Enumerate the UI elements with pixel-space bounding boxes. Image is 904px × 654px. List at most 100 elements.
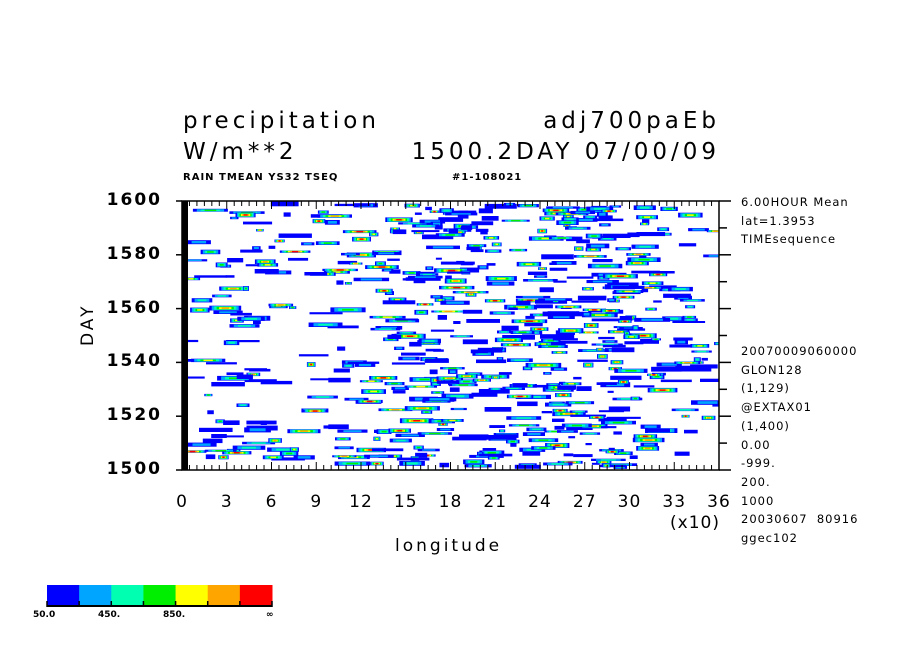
precip-level-0	[477, 347, 503, 353]
precip-cell	[192, 208, 228, 212]
precip-level-4	[541, 237, 551, 240]
precip-level-5	[615, 361, 619, 363]
precip-cell	[436, 428, 455, 431]
precip-cell	[609, 205, 622, 208]
precip-cell	[317, 214, 352, 218]
precip-cell	[583, 323, 599, 328]
precip-cell	[576, 239, 590, 244]
precip-level-0	[557, 386, 576, 390]
precip-cell	[668, 286, 693, 292]
precip-level-2	[688, 306, 693, 308]
precip-level-1	[424, 220, 440, 223]
precip-cell	[565, 226, 591, 230]
precip-level-1	[384, 269, 392, 272]
precip-level-4	[495, 243, 499, 246]
precip-cell	[463, 459, 485, 465]
precip-level-0	[249, 368, 271, 372]
precip-level-1	[552, 206, 573, 209]
precip-cell	[417, 448, 440, 452]
precip-cell	[541, 338, 561, 343]
precip-cell	[440, 367, 465, 370]
precip-level-0	[337, 260, 358, 265]
precip-level-1	[641, 318, 663, 321]
precip-level-0	[517, 401, 538, 407]
precip-cell	[466, 247, 480, 251]
precip-level-6	[312, 410, 318, 412]
precip-cell	[433, 349, 444, 352]
precip-cell	[334, 203, 371, 207]
precip-cell	[598, 336, 615, 340]
precip-cell	[591, 318, 621, 322]
precip-cell	[561, 340, 588, 344]
precip-level-5	[418, 407, 427, 409]
precip-cell	[542, 208, 570, 213]
x-tick-label: 0	[176, 492, 188, 512]
precip-cell	[289, 306, 297, 309]
precip-level-0	[541, 254, 574, 260]
precip-cell	[574, 246, 584, 251]
precip-cell	[336, 280, 344, 285]
precip-cell	[480, 230, 488, 235]
precip-level-2	[242, 446, 256, 449]
precip-cell	[240, 249, 263, 253]
precip-level-2	[675, 288, 686, 290]
precip-level-4	[644, 216, 651, 218]
precip-cell	[636, 446, 660, 451]
precip-level-5	[354, 262, 358, 265]
precip-level-0	[438, 217, 464, 222]
precip-cell	[502, 335, 535, 340]
precip-cell	[438, 423, 448, 426]
precip-cell	[681, 366, 712, 372]
precip-cell	[370, 327, 401, 331]
precip-level-2	[492, 388, 499, 390]
precip-level-0	[598, 410, 624, 413]
precip-level-0	[512, 383, 528, 388]
precip-level-2	[603, 237, 612, 240]
precip-cell	[553, 280, 567, 283]
precip-level-0	[627, 232, 640, 238]
precip-cell	[629, 333, 657, 339]
precip-level-0	[552, 338, 578, 341]
precip-level-4	[649, 282, 656, 284]
precip-level-2	[472, 465, 484, 467]
precip-level-0	[502, 335, 535, 340]
x-tick-label: 33	[662, 492, 687, 512]
precip-cell	[608, 330, 630, 334]
precip-cell	[440, 300, 470, 305]
precip-cell	[487, 456, 500, 460]
precip-cell	[346, 252, 376, 258]
precip-field	[173, 201, 732, 469]
precip-level-5	[587, 364, 590, 366]
precip-level-1	[506, 203, 513, 206]
precip-cell	[587, 263, 623, 269]
precip-cell	[674, 361, 701, 365]
precip-level-3	[581, 208, 587, 211]
precip-level-4	[629, 336, 634, 338]
precip-level-1	[358, 363, 372, 367]
precip-cell	[496, 357, 504, 360]
precip-cell	[576, 207, 591, 212]
precip-cell	[394, 346, 405, 350]
precip-level-3	[408, 272, 415, 274]
precip-level-6	[436, 379, 439, 382]
precip-level-2	[251, 442, 266, 444]
precip-cell	[409, 377, 440, 382]
precip-level-0	[447, 271, 470, 274]
precip-level-0	[712, 404, 724, 407]
precip-cell	[226, 372, 244, 376]
precip-cell	[205, 454, 216, 460]
precip-level-0	[674, 451, 690, 456]
precip-level-2	[318, 323, 333, 326]
precip-level-0	[471, 392, 498, 397]
precip-cell	[561, 423, 592, 428]
precip-level-0	[405, 277, 441, 281]
precip-cell	[484, 203, 517, 209]
precip-level-6	[553, 209, 559, 212]
precip-level-1	[611, 205, 619, 208]
precip-level-2	[516, 417, 532, 419]
precip-level-0	[413, 280, 426, 284]
precip-level-0	[663, 293, 691, 298]
precip-level-1	[578, 218, 593, 221]
precip-level-0	[456, 260, 465, 265]
precip-cell	[173, 376, 205, 379]
